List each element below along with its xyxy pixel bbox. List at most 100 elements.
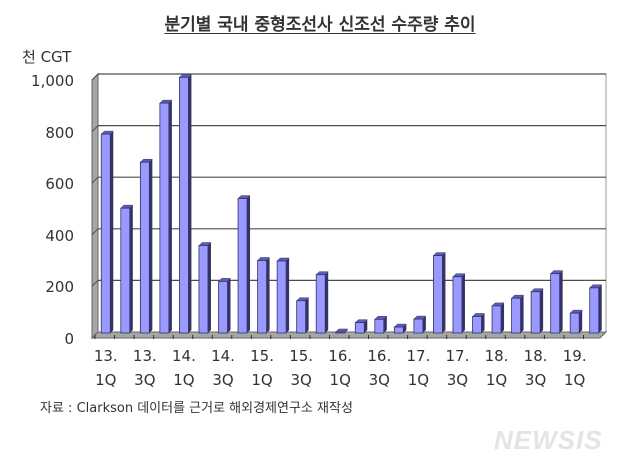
- x-tick-label: 15. 3Q: [276, 344, 326, 392]
- bar: [218, 280, 228, 334]
- x-tick-year: 17.: [445, 347, 470, 365]
- plot-side-wall: [91, 72, 99, 340]
- x-tick-label: 17. 3Q: [432, 344, 482, 392]
- bar-side: [579, 310, 583, 333]
- x-tick-label: 18. 3Q: [511, 344, 561, 392]
- bar: [413, 318, 424, 334]
- x-tick-year: 18.: [484, 347, 509, 365]
- x-tick-label: 13. 1Q: [81, 344, 131, 392]
- bar: [159, 102, 170, 334]
- bar-side: [383, 316, 387, 333]
- bar-side: [227, 278, 231, 333]
- x-tick-quarter: 3Q: [134, 371, 156, 389]
- x-tick-label: 14. 1Q: [159, 344, 209, 392]
- bar: [393, 326, 404, 334]
- x-tick-quarter: 1Q: [407, 371, 430, 389]
- y-tick-label: 400: [45, 226, 74, 245]
- x-tick-year: 16.: [367, 347, 392, 365]
- gridline-side: [91, 280, 99, 287]
- bar-side: [520, 295, 524, 333]
- x-tick-quarter: 1Q: [564, 371, 586, 389]
- gridline-side: [91, 228, 99, 236]
- bar-side: [286, 258, 290, 333]
- bar: [198, 245, 209, 334]
- bar: [315, 274, 326, 334]
- y-tick-label: 200: [45, 278, 74, 297]
- bar: [472, 316, 482, 334]
- newsis-watermark-logo: NEWSIS: [494, 425, 603, 455]
- bar: [550, 273, 561, 334]
- x-tick-label: 17. 1Q: [393, 344, 443, 392]
- bar: [335, 331, 346, 334]
- bar-side: [266, 257, 270, 333]
- bar: [120, 207, 131, 334]
- bar: [511, 297, 521, 334]
- bar: [569, 312, 580, 334]
- bar-side: [461, 273, 465, 333]
- bar: [257, 260, 267, 334]
- x-tick-quarter: 1Q: [485, 371, 508, 389]
- bar: [276, 260, 287, 334]
- bar-side: [598, 284, 602, 333]
- x-tick-year: 15.: [289, 347, 314, 365]
- x-tick-year: 18.: [523, 347, 548, 365]
- x-tick-quarter: 3Q: [290, 371, 312, 389]
- x-tick-year: 19.: [562, 347, 587, 365]
- bar-side: [540, 288, 544, 333]
- bar: [179, 76, 189, 334]
- bar: [354, 322, 365, 334]
- x-tick-quarter: 3Q: [524, 371, 547, 389]
- bar-side: [501, 302, 505, 333]
- bar: [296, 300, 307, 334]
- x-tick-quarter: 1Q: [251, 371, 273, 389]
- bar: [237, 198, 248, 334]
- bar-side: [442, 252, 446, 333]
- x-tick-year: 14.: [171, 347, 196, 365]
- x-tick-year: 17.: [406, 347, 431, 365]
- bar: [139, 161, 150, 334]
- y-tick-label: 600: [45, 175, 74, 194]
- bar-side: [168, 100, 172, 333]
- bar: [374, 318, 385, 334]
- x-tick-label: 18. 1Q: [472, 344, 522, 392]
- gridline-side: [91, 176, 99, 184]
- x-tick-quarter: 1Q: [95, 371, 117, 389]
- x-tick-label: 19. 1Q: [550, 344, 600, 392]
- bar: [491, 305, 502, 334]
- bar-side: [149, 159, 153, 333]
- bar-side: [559, 270, 563, 333]
- bar-side: [305, 297, 309, 333]
- bar-side: [188, 74, 192, 334]
- x-tick-quarter: 3Q: [212, 371, 234, 389]
- bar: [530, 291, 541, 334]
- x-tick-year: 13.: [93, 347, 118, 365]
- x-tick-year: 13.: [132, 347, 157, 365]
- gridline-side: [91, 73, 99, 81]
- x-tick-label: 16. 3Q: [354, 344, 404, 392]
- y-axis-unit-label: 천 CGT: [22, 48, 72, 66]
- source-note: 자료 : Clarkson 데이터를 근거로 해외경제연구소 재작성: [40, 401, 353, 416]
- bar-side: [110, 131, 114, 333]
- y-tick-label: 0: [64, 330, 74, 348]
- x-tick-quarter: 3Q: [446, 371, 469, 389]
- bar: [433, 255, 443, 334]
- bar-side: [403, 324, 407, 333]
- bar-side: [481, 313, 485, 333]
- bar-side: [129, 205, 133, 333]
- x-tick-quarter: 1Q: [329, 371, 351, 389]
- x-tick-year: 14.: [211, 347, 235, 365]
- y-tick-label: 1,000: [31, 72, 74, 90]
- x-tick-year: 16.: [328, 347, 353, 365]
- x-tick-label: 15. 1Q: [237, 344, 287, 392]
- x-tick-quarter: 3Q: [368, 371, 390, 389]
- bar-side: [207, 242, 211, 333]
- bar-side: [325, 271, 329, 333]
- bar-side: [247, 195, 251, 333]
- y-tick-label: 800: [45, 123, 74, 142]
- bar-side: [422, 316, 426, 333]
- gridline-side: [91, 125, 99, 132]
- x-tick-quarter: 1Q: [173, 371, 195, 389]
- bar: [589, 287, 600, 334]
- chart-title: 분기별 국내 중형조선사 신조선 수주량 추이: [164, 15, 476, 35]
